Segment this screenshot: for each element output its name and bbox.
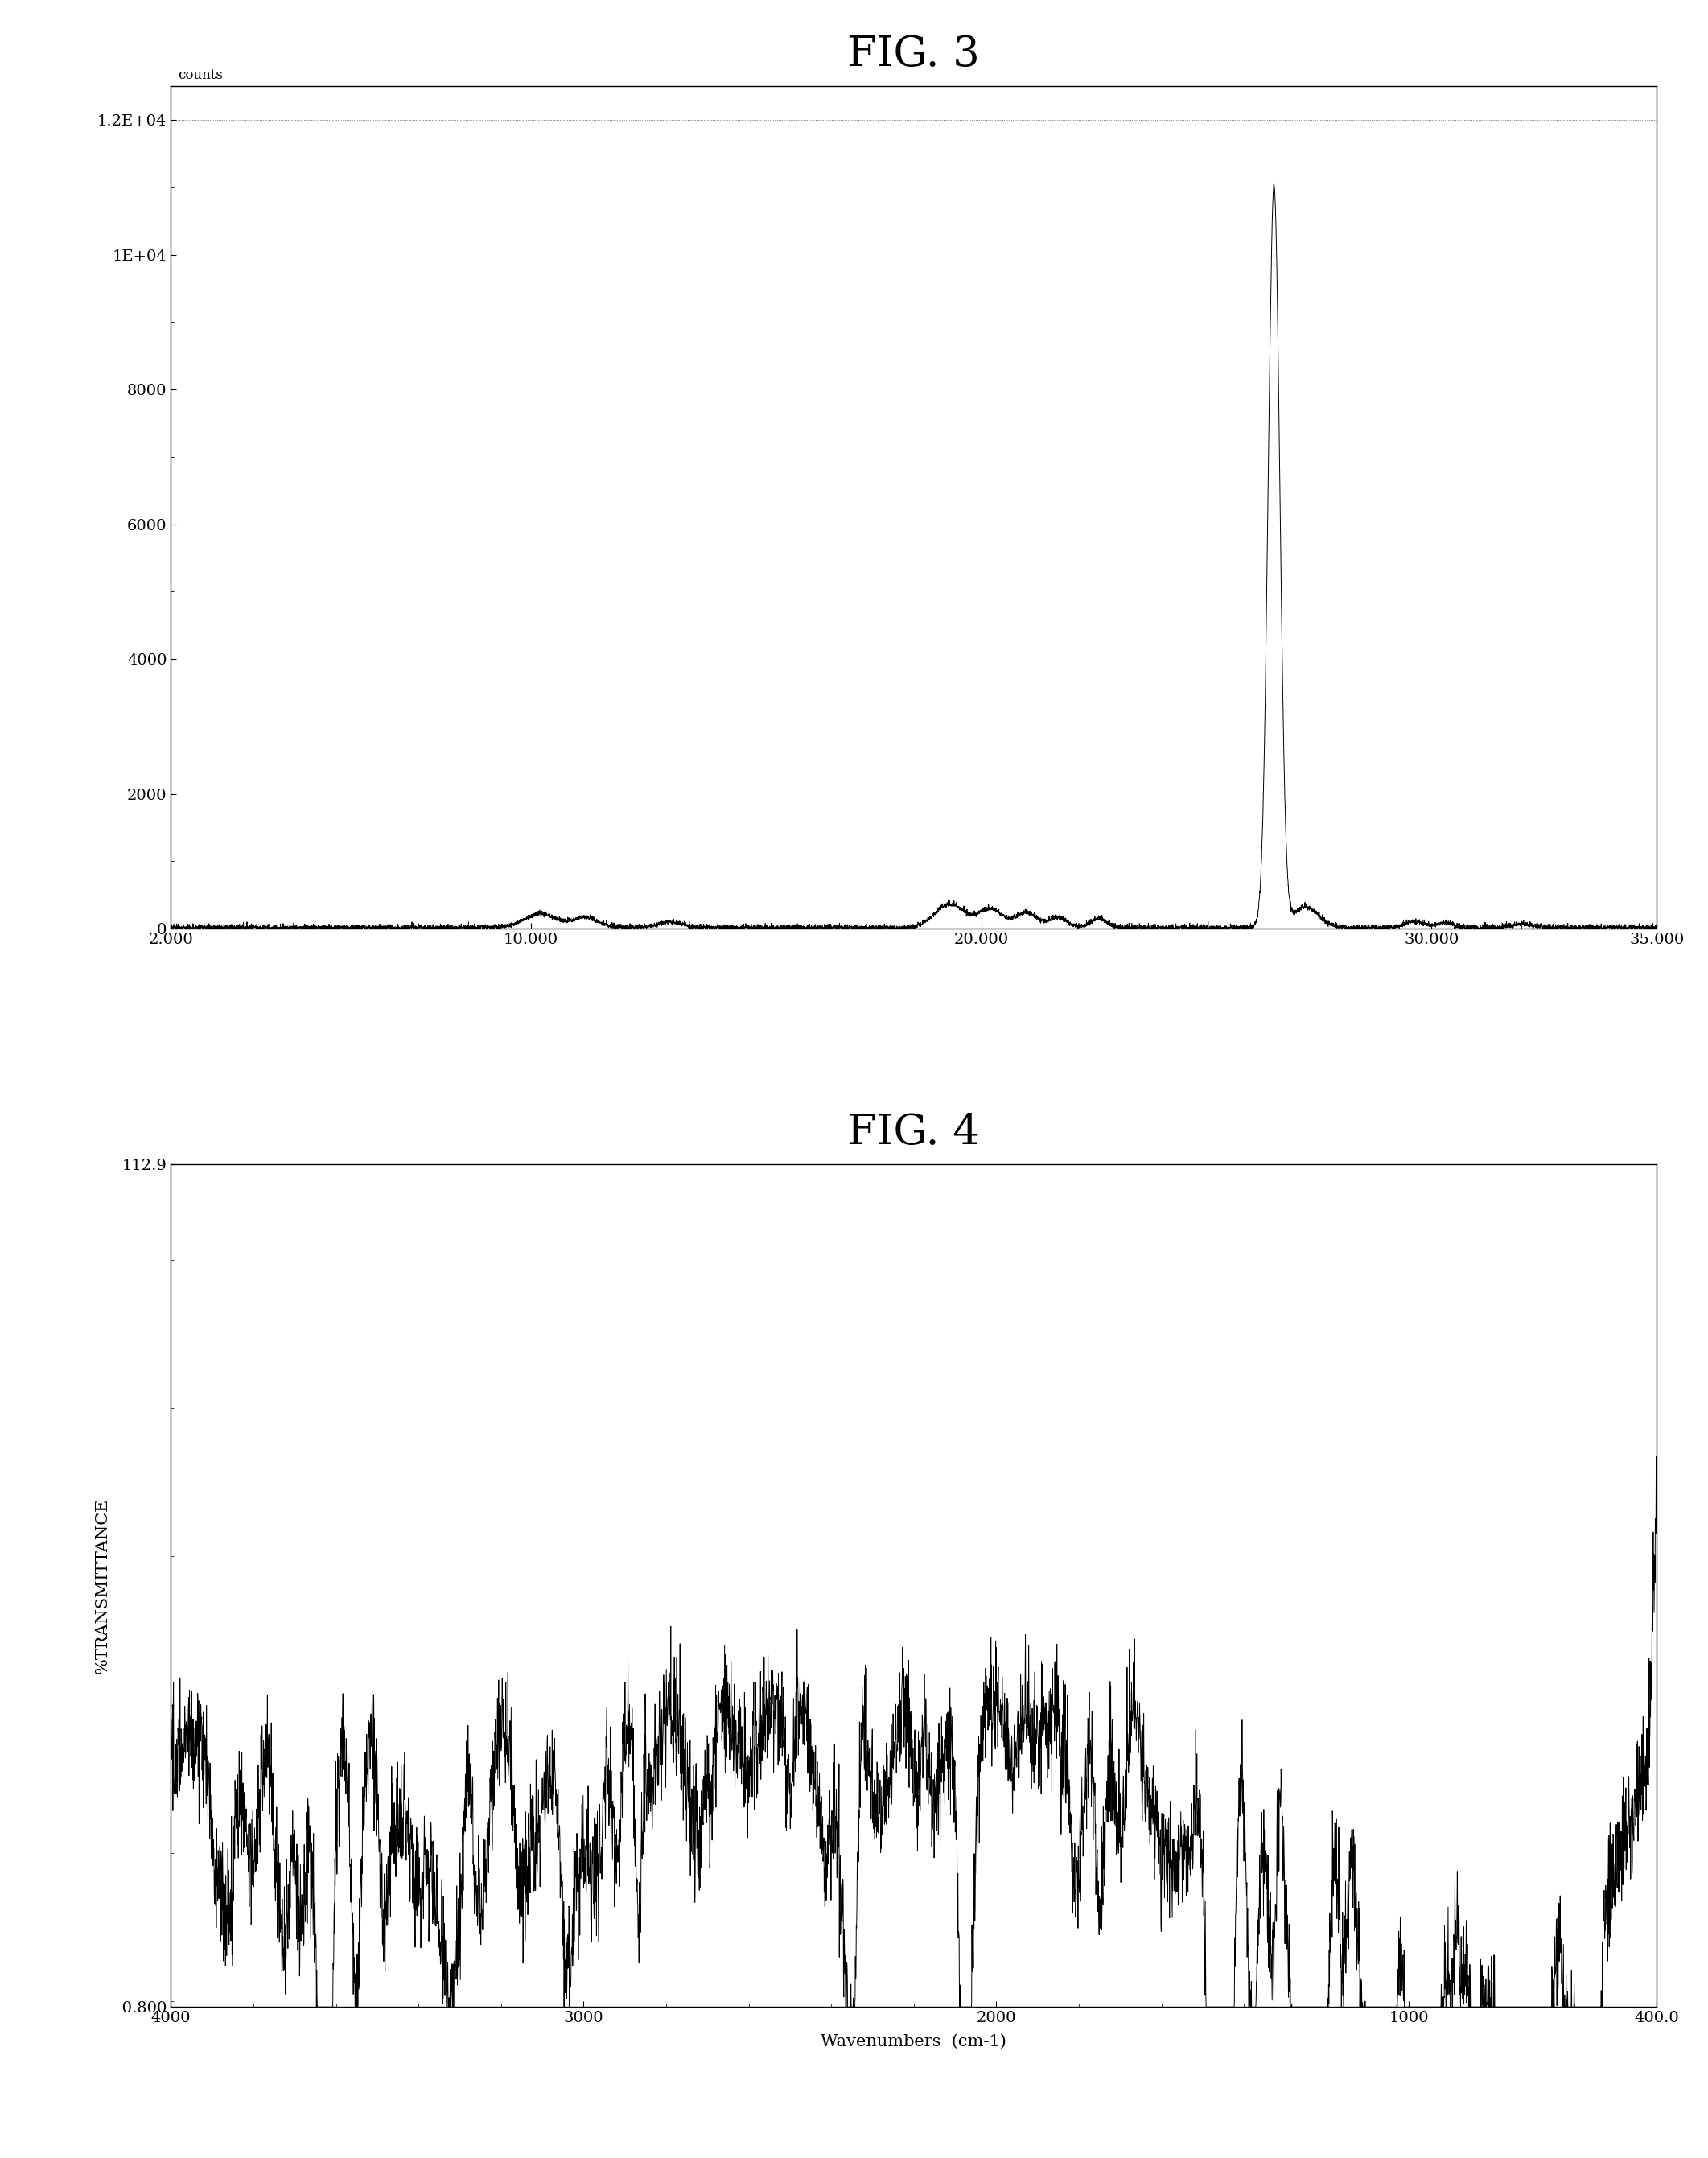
Title: FIG. 4: FIG. 4 [847,1111,980,1152]
Title: FIG. 3: FIG. 3 [847,35,980,76]
Y-axis label: %TRANSMITTANCE: %TRANSMITTANCE [94,1498,109,1675]
Text: counts: counts [178,69,224,82]
X-axis label: Wavenumbers  (cm-1): Wavenumbers (cm-1) [822,2035,1006,2050]
